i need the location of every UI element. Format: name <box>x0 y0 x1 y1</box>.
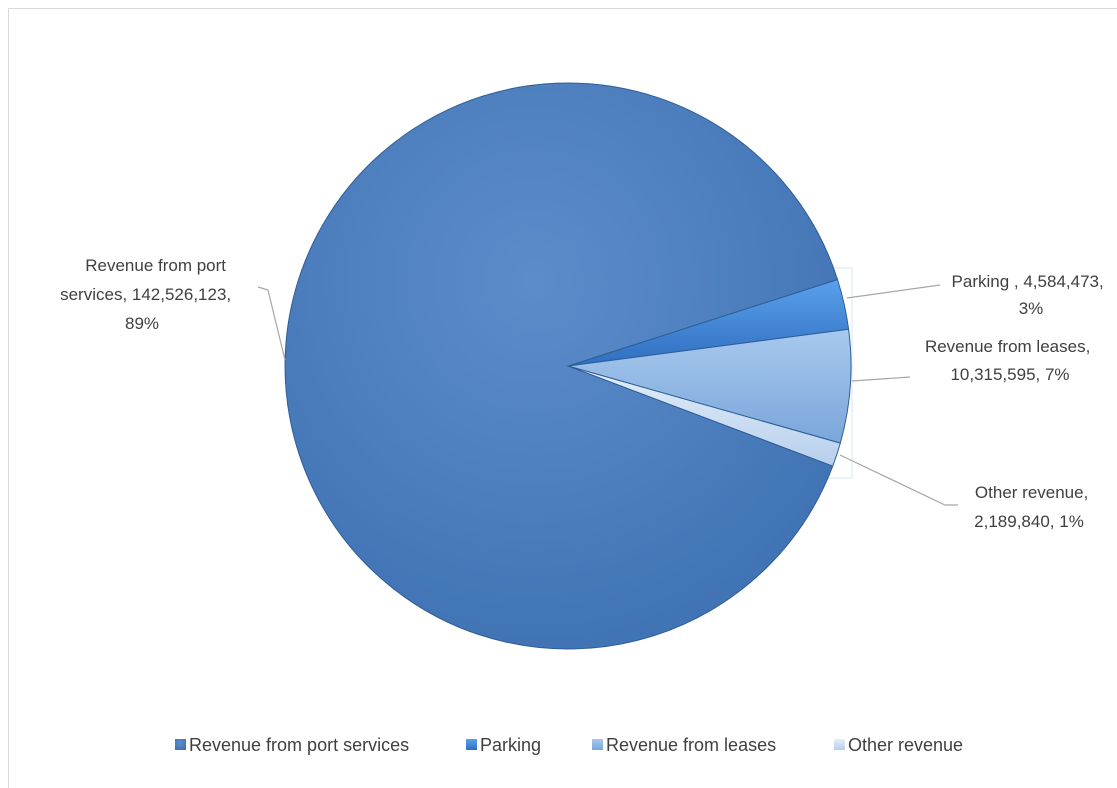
legend-swatch-other <box>834 739 845 750</box>
data-label-port-services: Revenue from port services, 142,526,123,… <box>60 256 236 333</box>
legend-label-parking: Parking <box>480 735 541 755</box>
data-label-parking: Parking , 4,584,473, 3% <box>952 272 1109 318</box>
leader-parking <box>846 284 941 299</box>
leader-port-services <box>257 286 286 361</box>
leader-lines <box>257 284 958 506</box>
leader-leases <box>851 376 911 382</box>
legend-label-other: Other revenue <box>848 735 963 755</box>
legend: Revenue from port services Parking Reven… <box>175 735 963 755</box>
data-label-leases: Revenue from leases, 10,315,595, 7% <box>925 337 1095 384</box>
legend-swatch-port-services <box>175 739 186 750</box>
data-label-other: Other revenue, 2,189,840, 1% <box>974 483 1093 531</box>
legend-label-leases: Revenue from leases <box>606 735 776 755</box>
legend-swatch-leases <box>592 739 603 750</box>
leader-other <box>839 454 958 506</box>
pie-slices <box>284 82 852 650</box>
chart-frame <box>8 8 1117 788</box>
legend-label-port-services: Revenue from port services <box>189 735 409 755</box>
legend-swatch-parking <box>466 739 477 750</box>
slice-leases <box>567 328 852 444</box>
